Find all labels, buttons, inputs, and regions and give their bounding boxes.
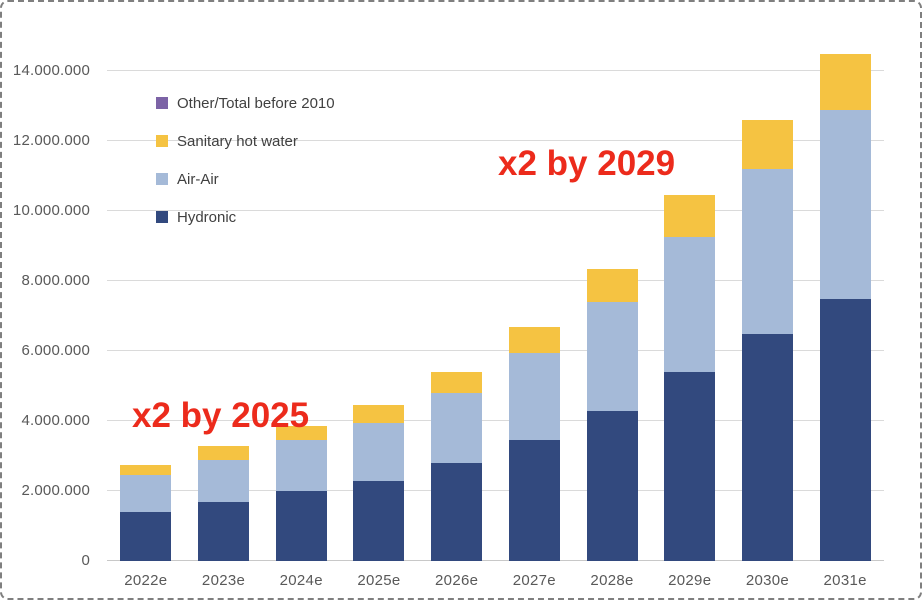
gridline-10.000.000 (107, 210, 884, 211)
y-tick-label-12.000.000: 12.000.000 (12, 132, 90, 149)
y-tick-label-6.000.000: 6.000.000 (21, 342, 90, 359)
legend-swatch-other-total-before-2010 (156, 97, 168, 109)
annotation-x2-by-2029: x2 by 2029 (498, 144, 676, 183)
bar-segment-2022e-hydronic (120, 512, 172, 561)
x-tick-label-2029e: 2029e (668, 572, 712, 589)
bar-segment-2026e-sanitary-hot-water (431, 372, 483, 393)
bar-2022e (120, 464, 172, 561)
bar-2030e (741, 120, 793, 561)
bar-segment-2026e-hydronic (431, 463, 483, 561)
y-tick-label-2.000.000: 2.000.000 (21, 482, 90, 499)
y-tick-label-4.000.000: 4.000.000 (21, 412, 90, 429)
legend-swatch-hydronic (156, 211, 168, 223)
x-tick-label-2027e: 2027e (512, 572, 556, 589)
y-tick-label-0: 0 (81, 552, 90, 569)
annotation-x2-by-2025: x2 by 2025 (132, 396, 310, 435)
bar-segment-2029e-sanitary-hot-water (664, 195, 716, 238)
gridline-2.000.000 (107, 490, 884, 491)
legend-label-other-total-before-2010: Other/Total before 2010 (177, 94, 335, 112)
bar-segment-2028e-sanitary-hot-water (586, 268, 638, 302)
bar-2025e (353, 405, 405, 561)
plot-area: 2022e 2023e 2024e 2025e 2026e 2027e 2028e 2029e… (107, 53, 884, 589)
bar-2028e (586, 268, 638, 561)
legend-item-hydronic: Hydronic (156, 198, 335, 236)
y-tick-label-8.000.000: 8.000.000 (21, 272, 90, 289)
y-axis-labels: 0 2.000.000 4.000.000 6.000.000 8.000.000 10.… (2, 2, 90, 598)
legend-swatch-air-air (156, 173, 168, 185)
gridline-12.000.000 (107, 140, 884, 141)
y-tick-label-10.000.000: 10.000.000 (12, 202, 90, 219)
bar-segment-2030e-sanitary-hot-water (741, 120, 793, 169)
bar-segment-2025e-hydronic (353, 480, 405, 561)
bar-segment-2024e-hydronic (275, 491, 327, 561)
x-tick-label-2022e: 2022e (124, 572, 168, 589)
bar-2029e (664, 195, 716, 561)
bar-segment-2023e-hydronic (198, 501, 250, 561)
x-tick-label-2031e: 2031e (823, 572, 867, 589)
bar-segment-2025e-sanitary-hot-water (353, 405, 405, 423)
bar-segment-2031e-hydronic (819, 298, 871, 561)
bar-segment-2027e-hydronic (508, 440, 560, 561)
bar-2024e (275, 426, 327, 561)
bar-segment-2023e-air-air (198, 459, 250, 502)
bar-2031e (819, 53, 871, 561)
bar-segment-2029e-hydronic (664, 372, 716, 561)
bar-2027e (508, 326, 560, 561)
x-tick-label-2030e: 2030e (745, 572, 790, 589)
legend-label-sanitary-hot-water: Sanitary hot water (177, 132, 298, 150)
x-axis-line (107, 560, 884, 561)
bar-segment-2031e-air-air (819, 109, 871, 299)
x-tick-label-2023e: 2023e (201, 572, 246, 589)
bar-segment-2024e-air-air (275, 440, 327, 491)
bar-segment-2030e-air-air (741, 169, 793, 334)
bar-segment-2024e-sanitary-hot-water (275, 426, 327, 441)
legend: Other/Total before 2010 Sanitary hot wate… (156, 84, 335, 236)
x-tick-label-2024e: 2024e (279, 572, 323, 589)
bar-segment-2029e-air-air (664, 237, 716, 372)
x-tick-label-2028e: 2028e (590, 572, 634, 589)
legend-item-air-air: Air-Air (156, 160, 335, 198)
bar-segment-2023e-sanitary-hot-water (198, 445, 250, 460)
bar-segment-2028e-air-air (586, 302, 638, 411)
legend-label-hydronic: Hydronic (177, 208, 237, 226)
legend-swatch-sanitary-hot-water (156, 135, 168, 147)
y-tick-label-14.000.000: 14.000.000 (12, 62, 90, 79)
bar-segment-2025e-air-air (353, 422, 405, 481)
bar-2026e (431, 372, 483, 561)
bar-segment-2026e-air-air (431, 393, 483, 463)
gridline-4.000.000 (107, 420, 884, 421)
x-tick-label-2026e: 2026e (435, 572, 479, 589)
legend-item-other-total-before-2010: Other/Total before 2010 (156, 84, 335, 122)
gridline-6.000.000 (107, 350, 884, 351)
bar-segment-2027e-sanitary-hot-water (508, 326, 560, 353)
gridline-8.000.000 (107, 280, 884, 281)
bar-segment-2031e-sanitary-hot-water (819, 53, 871, 110)
gridline-14.000.000 (107, 70, 884, 71)
legend-label-air-air: Air-Air (177, 170, 219, 188)
bar-segment-2022e-air-air (120, 475, 172, 512)
bar-segment-2028e-hydronic (586, 410, 638, 561)
bar-2023e (198, 445, 250, 561)
bar-segment-2027e-air-air (508, 352, 560, 441)
legend-item-sanitary-hot-water: Sanitary hot water (156, 122, 335, 160)
x-tick-label-2025e: 2025e (357, 572, 401, 589)
bar-segment-2030e-hydronic (741, 333, 793, 561)
bar-segment-2022e-sanitary-hot-water (120, 464, 172, 476)
